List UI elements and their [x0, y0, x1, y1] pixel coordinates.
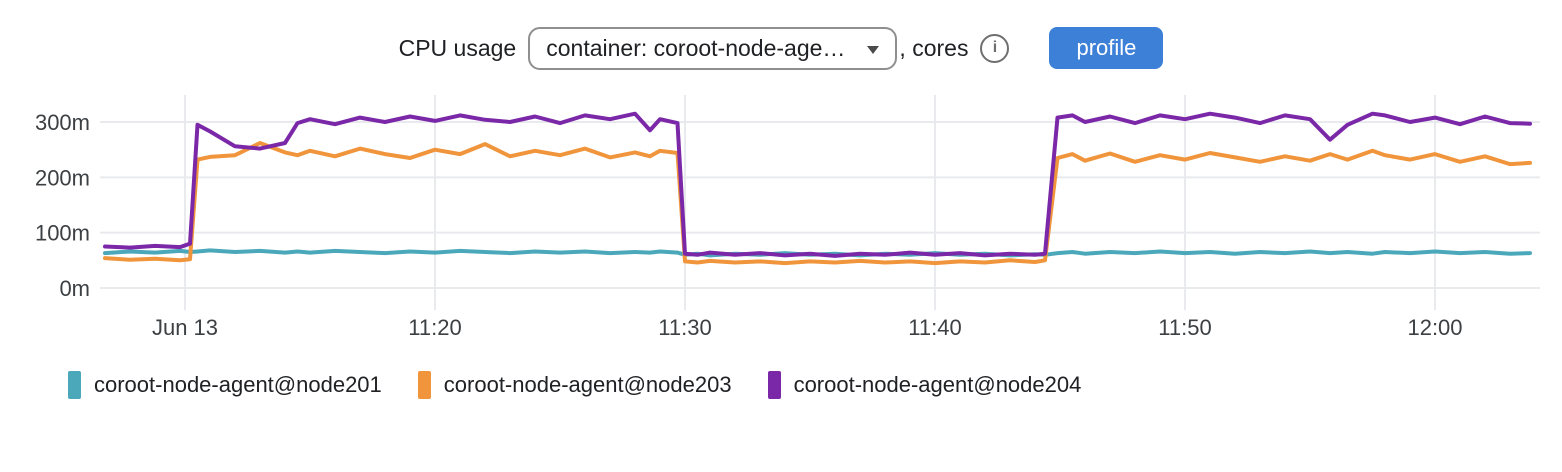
- legend-label: coroot-node-agent@node203: [443, 372, 732, 397]
- x-tick-label: 11:20: [408, 315, 461, 340]
- chart-title-prefix: CPU usage: [398, 34, 517, 61]
- legend-swatch: [767, 371, 781, 399]
- legend-item[interactable]: coroot-node-agent@node203: [417, 371, 732, 399]
- legend-swatch: [68, 371, 81, 399]
- info-icon-glyph: i: [992, 39, 998, 56]
- series-line-coroot-node-agent@node201: [103, 248, 1532, 258]
- legend-label: coroot-node-agent@node201: [94, 372, 382, 397]
- x-tick-label: 11:30: [658, 315, 711, 340]
- legend-swatch: [417, 371, 431, 399]
- y-tick-label: 200m: [35, 165, 90, 190]
- chart-title-suffix: , cores: [899, 34, 969, 61]
- y-tick-label: 0m: [59, 276, 90, 301]
- container-selector-dropdown[interactable]: container: coroot-node-age…: [528, 26, 898, 70]
- x-tick-label: Jun 13: [152, 315, 218, 340]
- x-tick-label: 11:40: [908, 315, 961, 340]
- x-tick-label: 11:50: [1158, 315, 1211, 340]
- series-line-coroot-node-agent@node203: [103, 141, 1532, 266]
- chart-header: CPU usage container: coroot-node-age… , …: [0, 24, 1562, 72]
- cpu-usage-chart[interactable]: 0m 100m 200m 300m Jun 13 11:20 11:30 11:40 11:50…: [0, 85, 1562, 345]
- legend-item[interactable]: coroot-node-agent@node201: [68, 371, 382, 399]
- y-tick-label: 100m: [35, 221, 90, 246]
- y-tick-label: 300m: [35, 110, 90, 135]
- container-selector-value: container: coroot-node-age…: [546, 34, 846, 61]
- chart-legend: coroot-node-agent@node201 coroot-node-age…: [68, 371, 1562, 399]
- profile-button[interactable]: profile: [1049, 27, 1164, 69]
- info-icon[interactable]: i: [980, 33, 1010, 63]
- x-tick-label: 12:00: [1407, 315, 1462, 340]
- chevron-down-icon: [867, 45, 880, 54]
- legend-item[interactable]: coroot-node-agent@node204: [767, 371, 1082, 399]
- series-line-coroot-node-agent@node204: [103, 111, 1532, 258]
- legend-label: coroot-node-agent@node204: [793, 372, 1082, 397]
